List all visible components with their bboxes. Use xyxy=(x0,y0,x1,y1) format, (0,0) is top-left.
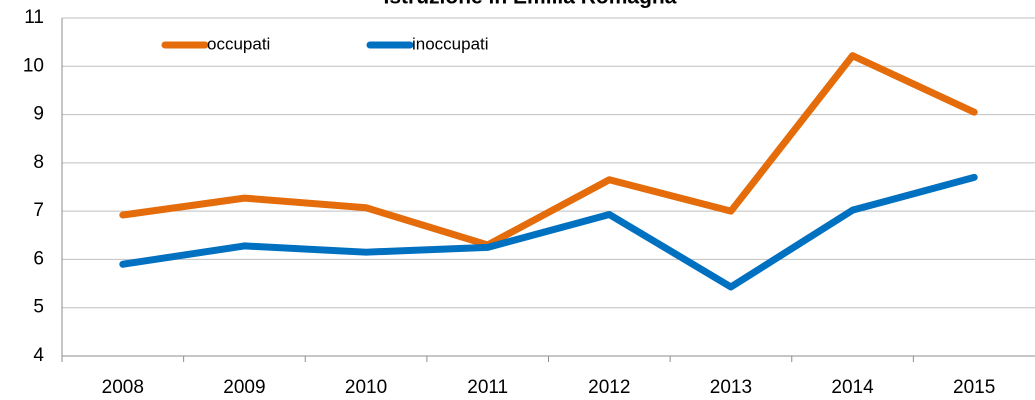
x-tick-label: 2015 xyxy=(953,377,995,398)
y-tick-label: 4 xyxy=(33,345,44,366)
chart-title: Istruzione in Emilia Romagna xyxy=(384,0,677,9)
legend-label: occupati xyxy=(207,34,270,53)
x-tick-label: 2009 xyxy=(223,377,265,398)
y-tick-label: 6 xyxy=(33,248,44,269)
series-line xyxy=(119,52,978,249)
x-tick-label: 2014 xyxy=(831,377,874,398)
series-line xyxy=(119,173,978,291)
x-tick-label: 2010 xyxy=(345,377,387,398)
x-tick-label: 2011 xyxy=(467,377,508,398)
y-tick-label: 10 xyxy=(23,55,44,76)
y-tick-label: 8 xyxy=(33,152,44,173)
x-tick-label: 2012 xyxy=(588,377,630,398)
x-tick-label: 2008 xyxy=(102,377,144,398)
y-tick-label: 11 xyxy=(24,7,44,28)
y-tick-label: 9 xyxy=(33,104,44,125)
y-tick-label: 7 xyxy=(33,200,44,221)
legend-label: inoccupati xyxy=(412,34,489,53)
y-tick-label: 5 xyxy=(33,297,44,318)
x-tick-label: 2013 xyxy=(710,377,752,398)
